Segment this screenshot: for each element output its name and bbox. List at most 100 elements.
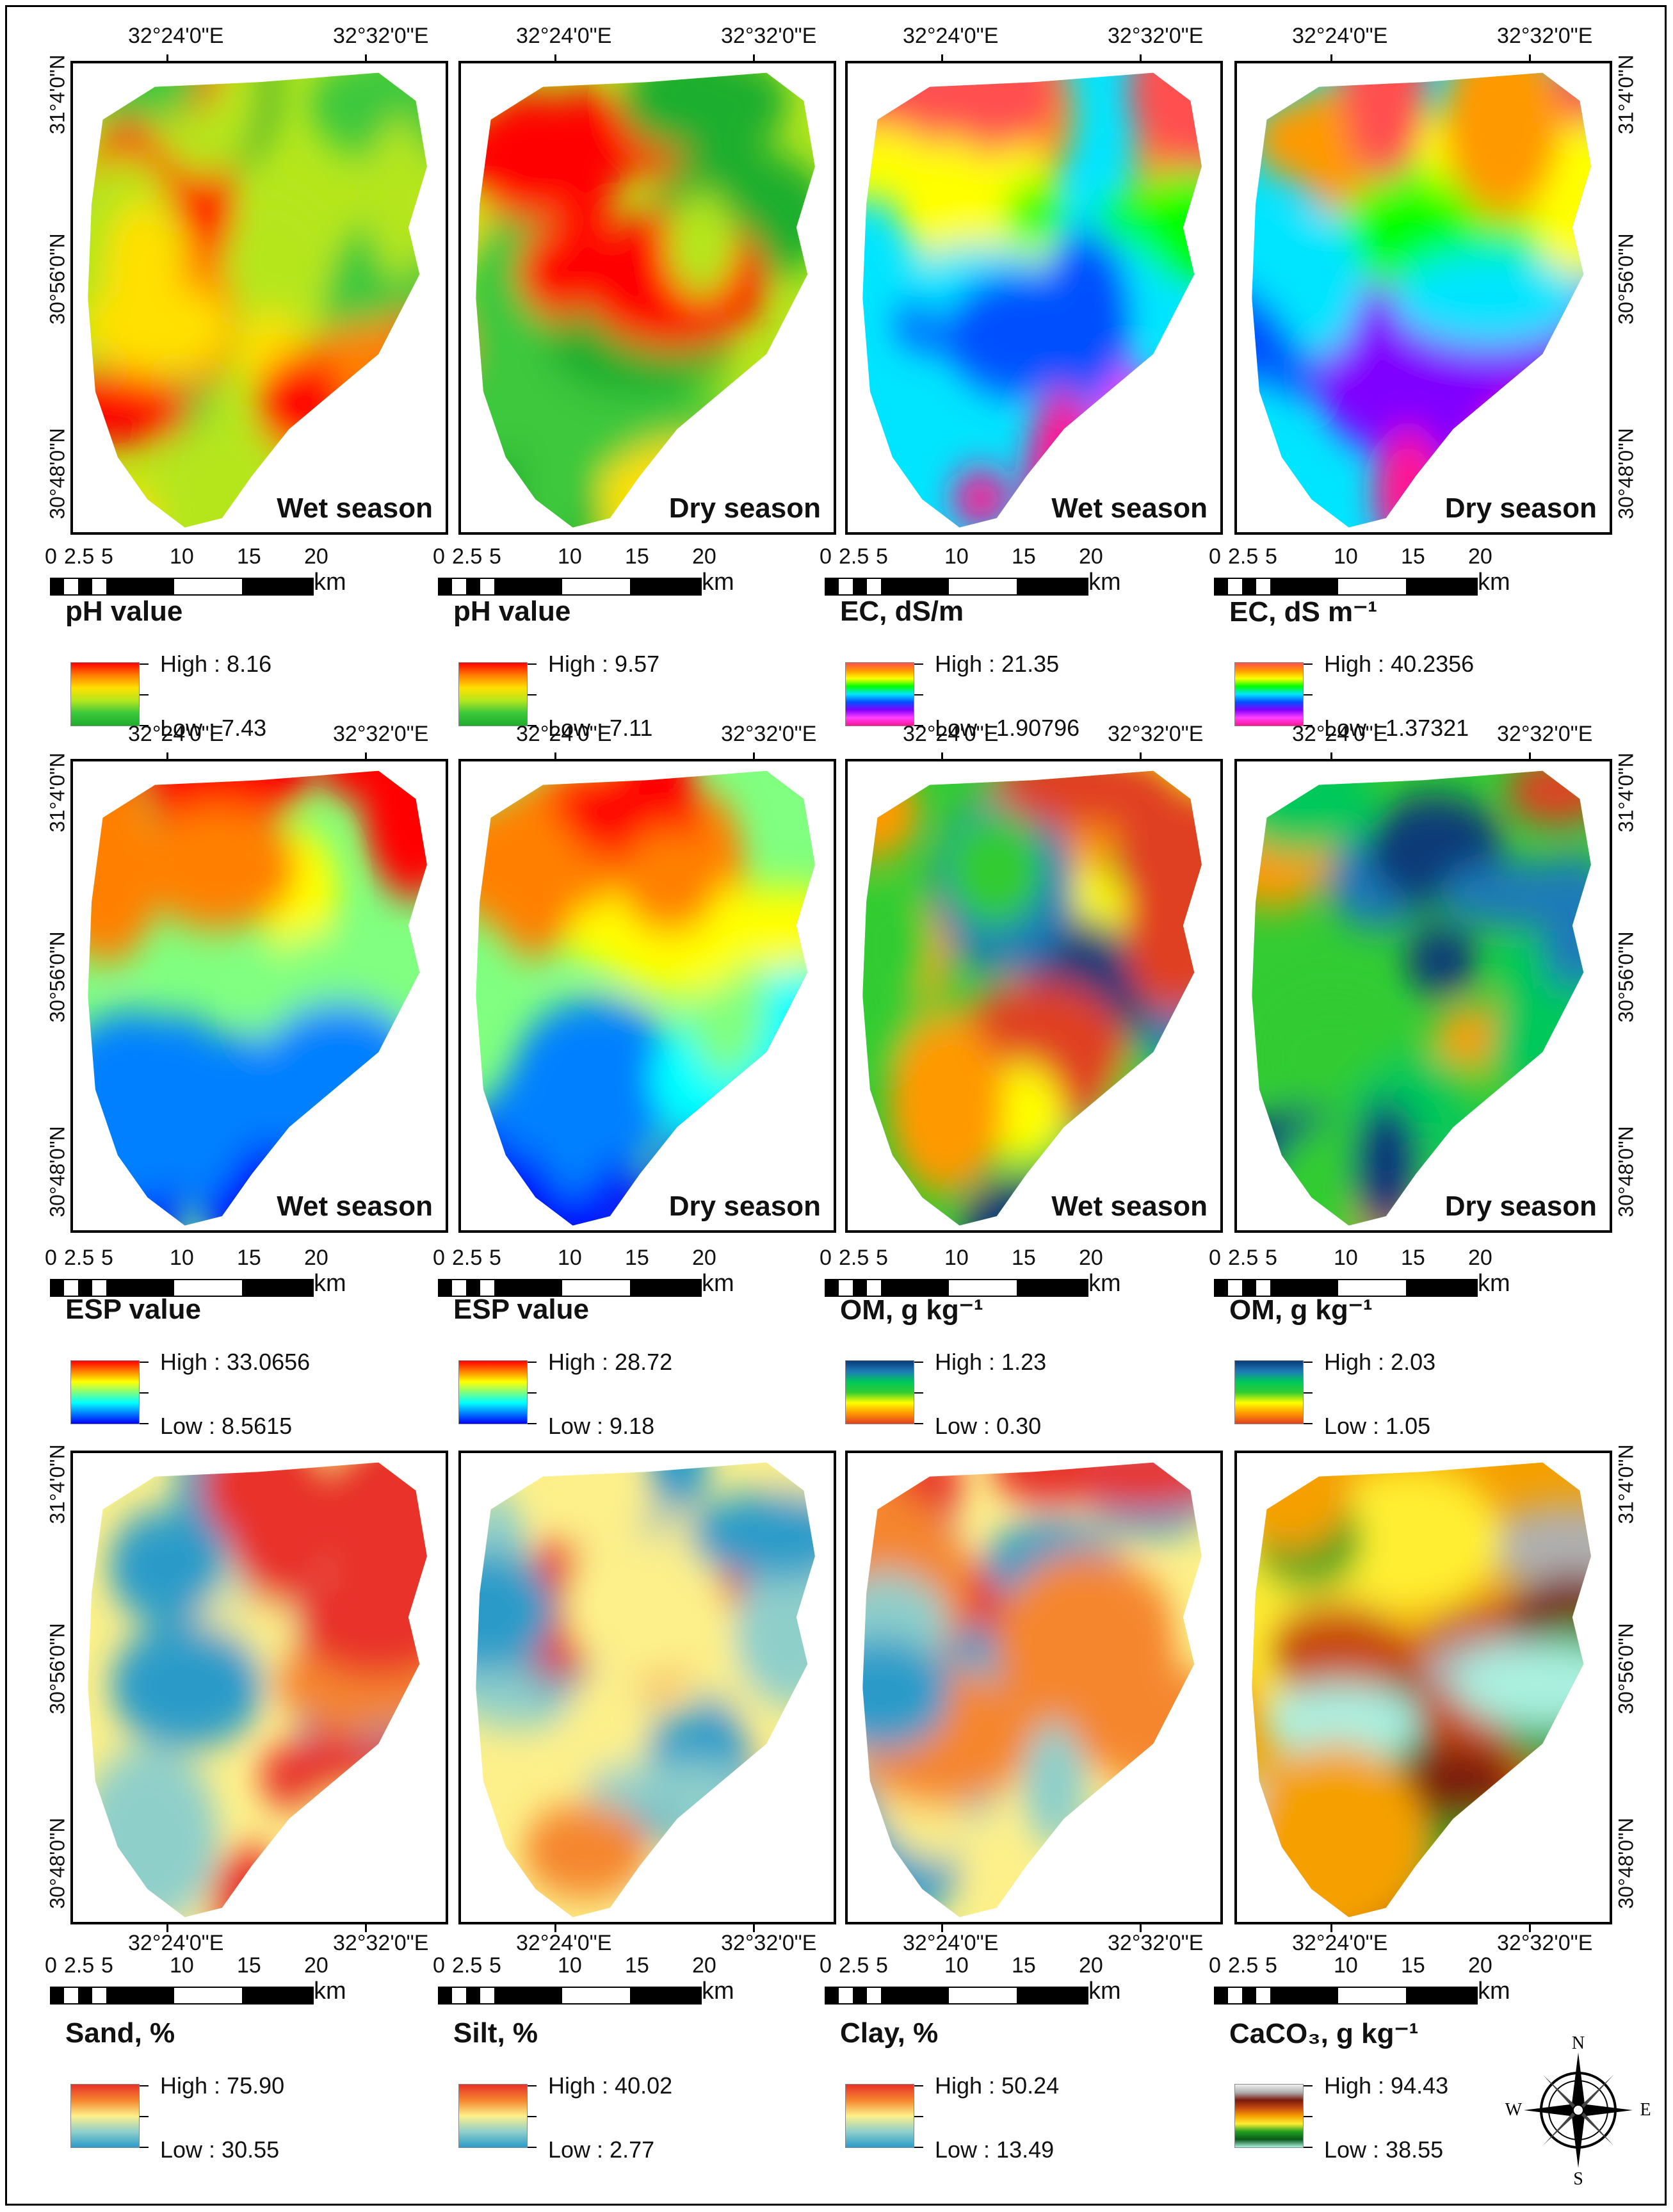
legend-high-label: High : 33.0656 (160, 1349, 311, 1375)
surface-blob (201, 1462, 282, 1541)
longitude-label: 32°32'0"E (1497, 24, 1593, 48)
scale-tick-label: 20 (692, 1246, 716, 1270)
scale-tick-label: 10 (558, 544, 582, 569)
variable-title: pH value (65, 596, 183, 627)
map-panel: Dry season (458, 61, 836, 535)
variable-title: Sand, % (65, 2017, 175, 2049)
latitude-label: 30°56'0"N (1614, 931, 1638, 1023)
scale-tick-label: 2.5 (64, 544, 95, 569)
scale-tick-label: 5 (489, 1246, 501, 1270)
scale-tick-label: 15 (237, 1953, 261, 1978)
scale-unit: km (702, 1270, 734, 1297)
legend-high-label: High : 28.72 (548, 1349, 673, 1375)
legend-low-label: Low : 7.43 (160, 715, 267, 741)
map-panel: Wet season (70, 759, 448, 1233)
scale-tick-label: 0 (1209, 1246, 1221, 1270)
scale-bar: 0 2.5 5 10 15 20 km (45, 544, 429, 602)
surface-blob (344, 1778, 417, 1917)
legend-low-label: Low : 38.55 (1324, 2136, 1444, 2163)
scale-tick-label: 2.5 (1228, 544, 1259, 569)
scale-bar-graphic (825, 1987, 1088, 2005)
legend-low-label: Low : 0.30 (935, 1413, 1042, 1439)
scale-tick-label: 10 (558, 1246, 582, 1270)
surface-blob (1314, 1465, 1502, 1614)
latitude-label: 30°56'0"N (1614, 1623, 1638, 1715)
map-panel: Wet season (845, 759, 1223, 1233)
variable-title: Silt, % (453, 2017, 538, 2049)
scale-bar: 0 2.5 5 10 15 20 km (820, 544, 1204, 602)
surface-blob (1082, 1086, 1202, 1205)
surface-blob (1352, 1100, 1421, 1226)
scale-tick-label: 2.5 (452, 1953, 483, 1978)
latitude-label: 30°48'0"N (1614, 1126, 1638, 1217)
surface-blob (1124, 861, 1202, 1015)
surface-blob (1094, 190, 1202, 248)
interpolated-surface (88, 770, 427, 1226)
legend-low-label: Low : 8.5615 (160, 1413, 293, 1439)
scale-tick-label: 0 (45, 544, 57, 569)
surface-blob (1275, 211, 1361, 355)
surface-blob (1152, 1816, 1202, 1917)
interpolated-surface (476, 72, 815, 528)
surface-blob (862, 887, 933, 1004)
surface-blob (1267, 1603, 1409, 1698)
scale-bar: 0 2.5 5 10 15 20 km (433, 544, 817, 602)
longitude-label: 32°32'0"E (1108, 24, 1204, 48)
surface-blob (930, 72, 1061, 151)
scale-tick-label: 5 (489, 544, 501, 569)
scale-bar: 0 2.5 5 10 15 20 km (45, 1246, 429, 1303)
scale-tick-label: 2.5 (1228, 1953, 1259, 1978)
surface-blob (309, 72, 427, 161)
legend-high-label: High : 2.03 (1324, 1349, 1436, 1375)
surface-blob (1342, 72, 1427, 182)
surface-blob (620, 830, 719, 933)
latitude-label: 30°48'0"N (45, 428, 69, 519)
scale-bar: 0 2.5 5 10 15 20 km (433, 1953, 817, 2011)
scale-unit: km (1088, 1270, 1121, 1297)
scale-bar-graphic (438, 1987, 702, 2005)
scale-tick-label: 10 (944, 1953, 969, 1978)
compass-label-w: W (1505, 2100, 1523, 2120)
legend-high-label: High : 8.16 (160, 651, 272, 677)
longitude-label: 32°32'0"E (721, 24, 817, 48)
scale-tick-label: 5 (1265, 1953, 1277, 1978)
legend-low-label: Low : 2.77 (548, 2136, 655, 2163)
variable-title: EC, dS/m (840, 596, 964, 627)
latitude-label: 30°56'0"N (45, 1623, 69, 1715)
variable-title: EC, dS m⁻¹ (1229, 596, 1378, 628)
scale-tick-label: 0 (820, 544, 832, 569)
compass-label-s: S (1573, 2169, 1583, 2187)
scale-tick-label: 15 (625, 1953, 649, 1978)
surface-blob (946, 270, 1106, 397)
scale-tick-label: 5 (876, 1953, 888, 1978)
scale-tick-label: 20 (1079, 1246, 1103, 1270)
scale-unit: km (702, 1978, 734, 2005)
surface-blob (537, 1053, 611, 1197)
scale-bar-graphic (50, 578, 314, 596)
surface-blob (138, 806, 297, 929)
surface-blob (88, 777, 161, 963)
longitude-label: 32°24'0"E (1292, 1931, 1388, 1955)
scale-bar: 0 2.5 5 10 15 20 km (820, 1246, 1204, 1303)
surface-blob (88, 1746, 218, 1917)
scale-tick-label: 15 (625, 1246, 649, 1270)
longitude-label: 32°24'0"E (516, 722, 612, 746)
longitude-label: 32°24'0"E (903, 722, 999, 746)
surface-blob (1477, 1504, 1591, 1591)
scale-tick-label: 2.5 (839, 1953, 869, 1978)
scale-tick-label: 20 (692, 544, 716, 569)
interpolated-surface (476, 1462, 815, 1917)
surface-blob (862, 126, 939, 203)
surface-blob (547, 87, 618, 238)
scale-tick-label: 0 (820, 1246, 832, 1270)
scale-tick-label: 10 (170, 1953, 194, 1978)
surface-blob (476, 1551, 555, 1671)
surface-blob (862, 1637, 950, 1752)
longitude-label: 32°24'0"E (1292, 24, 1388, 48)
surface-blob (1404, 925, 1479, 996)
longitude-label: 32°32'0"E (1108, 722, 1204, 746)
variable-title: Clay, % (840, 2017, 939, 2049)
surface-blob (1261, 1683, 1422, 1762)
surface-blob (88, 371, 191, 446)
surface-blob (565, 1529, 724, 1682)
